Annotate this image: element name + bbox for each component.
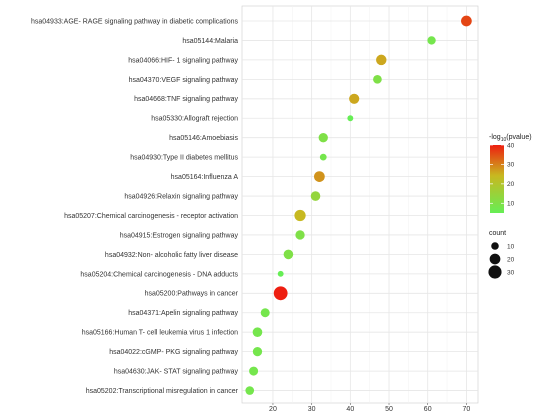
y-tick-label: hsa04630:JAK- STAT signaling pathway (114, 369, 239, 376)
size-legend-label: 30 (507, 269, 515, 276)
y-axis-labels: hsa04933:AGE- RAGE signaling pathway in … (31, 18, 239, 395)
size-legend-dot (489, 253, 501, 265)
data-point (310, 191, 321, 201)
data-point (273, 286, 288, 301)
y-tick-label: hsa04370:VEGF signaling pathway (129, 77, 239, 84)
x-tick-label: 60 (424, 406, 432, 412)
y-tick-label: hsa05207:Chemical carcinogenesis - recep… (64, 213, 238, 220)
color-bar (490, 145, 504, 213)
y-tick-label: hsa04932:Non- alcoholic fatty liver dise… (105, 252, 238, 259)
y-tick-label: hsa05146:Amoebiasis (169, 135, 238, 142)
data-point (295, 230, 305, 240)
y-tick-label: hsa05200:Pathways in cancer (145, 291, 239, 298)
x-tick-label: 30 (308, 406, 316, 412)
y-tick-label: hsa04066:HIF- 1 signaling pathway (128, 57, 238, 64)
data-point (314, 171, 325, 182)
y-tick-label: hsa04668:TNF signaling pathway (134, 96, 238, 103)
data-point (245, 386, 255, 395)
data-point (294, 209, 306, 222)
data-point (376, 54, 387, 66)
data-points (245, 15, 472, 395)
data-point (252, 347, 263, 357)
y-tick-label: hsa04371:Apelin signaling pathway (128, 310, 238, 317)
x-axis-ticks: 20 30 40 50 60 70 (269, 403, 470, 412)
data-point (461, 15, 472, 27)
data-point (347, 115, 354, 122)
data-point (277, 270, 284, 277)
x-tick-label: 70 (462, 406, 470, 412)
y-tick-label: hsa05204:Chemical carcinogenesis - DNA a… (80, 271, 238, 278)
size-legend-title: count (489, 230, 506, 237)
size-legend-label: 10 (507, 243, 515, 250)
color-legend-title: -log10(pvalue) (489, 134, 532, 143)
data-point (349, 93, 360, 104)
y-tick-label: hsa05144:Malaria (182, 38, 238, 45)
data-point (283, 249, 294, 260)
color-tick-label: 40 (507, 142, 515, 149)
y-tick-label: hsa05202:Transcriptional misregulation i… (86, 388, 239, 395)
y-tick-label: hsa05164:Influenza A (171, 174, 239, 181)
data-point (427, 36, 436, 45)
size-legend-label: 20 (507, 256, 515, 263)
data-point (252, 327, 263, 338)
data-point (318, 133, 328, 143)
color-tick-label: 30 (507, 162, 515, 169)
y-tick-label: hsa04933:AGE- RAGE signaling pathway in … (31, 18, 239, 25)
size-legend-dot (491, 242, 499, 250)
y-tick-label: hsa05330:Allograft rejection (151, 116, 238, 123)
color-tick-label: 20 (507, 181, 515, 188)
data-point (249, 366, 259, 376)
plot-panel (241, 5, 479, 404)
size-legend: count 10 20 30 (488, 230, 515, 279)
size-legend-dot (488, 265, 502, 279)
y-tick-label: hsa05166:Human T- cell leukemia virus 1 … (82, 330, 238, 337)
color-tick-label: 10 (507, 201, 515, 208)
color-legend: -log10(pvalue) 40 30 20 10 (489, 134, 532, 213)
data-point (260, 308, 270, 318)
x-tick-label: 50 (385, 406, 393, 412)
grid-lines (242, 6, 478, 403)
y-tick-label: hsa04926:Relaxin signaling pathway (124, 193, 238, 200)
y-tick-label: hsa04915:Estrogen signaling pathway (120, 232, 239, 239)
data-point (319, 153, 327, 161)
data-point (373, 75, 382, 84)
x-tick-label: 40 (346, 406, 354, 412)
x-tick-label: 20 (269, 406, 277, 412)
y-tick-label: hsa04930:Type II diabetes mellitus (130, 155, 238, 162)
y-tick-label: hsa04022:cGMP- PKG signaling pathway (109, 349, 238, 356)
